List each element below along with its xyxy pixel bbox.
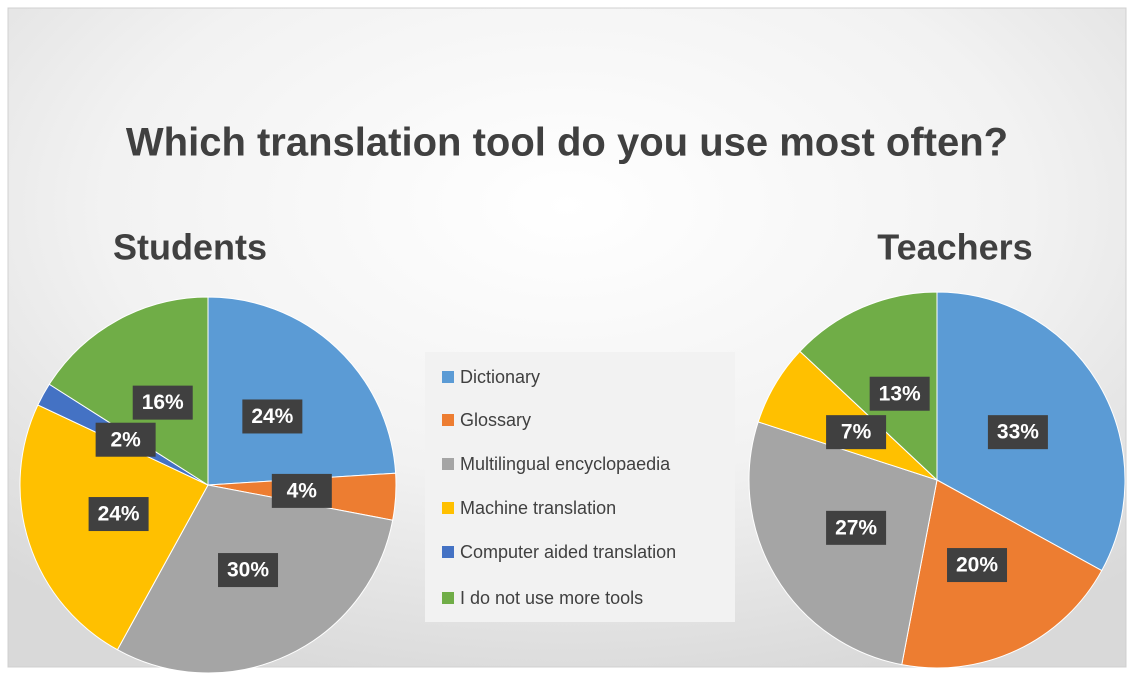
data-label: 2% — [110, 428, 141, 451]
data-label: 27% — [835, 516, 877, 539]
legend-box — [425, 352, 735, 622]
data-label-box — [132, 385, 193, 420]
data-label: 20% — [956, 554, 998, 577]
legend-swatch — [442, 371, 454, 383]
data-label-box — [242, 399, 303, 434]
data-label-box — [218, 553, 279, 588]
legend-swatch — [442, 502, 454, 514]
legend-label: Glossary — [460, 410, 531, 430]
legend-swatch — [442, 414, 454, 426]
data-label: 13% — [879, 382, 921, 405]
data-label-box — [88, 497, 149, 532]
pie-slice — [207, 296, 397, 486]
legend-swatch — [442, 546, 454, 558]
data-label-box — [826, 510, 887, 545]
data-label: 33% — [997, 421, 1039, 444]
legend-label: I do not use more tools — [460, 588, 643, 608]
data-label-box — [987, 415, 1048, 450]
chart-title: Which translation tool do you use most o… — [126, 121, 1008, 165]
data-label-box — [869, 376, 930, 411]
pie-title: Teachers — [877, 227, 1032, 268]
legend-label: Multilingual encyclopaedia — [460, 454, 671, 474]
legend-swatch — [442, 458, 454, 470]
data-label-box — [95, 422, 156, 457]
data-label: 7% — [841, 421, 872, 444]
legend-label: Machine translation — [460, 498, 616, 518]
legend-label: Computer aided translation — [460, 542, 676, 562]
data-label: 24% — [251, 405, 293, 428]
data-label: 4% — [287, 479, 318, 502]
legend-swatch — [442, 592, 454, 604]
data-label: 24% — [98, 503, 140, 526]
data-label: 16% — [142, 391, 184, 414]
legend-label: Dictionary — [460, 367, 540, 387]
data-label-box — [826, 415, 887, 450]
pie-slice — [48, 296, 209, 486]
data-label-box — [271, 473, 332, 508]
data-label-box — [947, 548, 1008, 583]
pie-title: Students — [113, 227, 267, 268]
pie-slice — [799, 291, 938, 482]
data-label: 30% — [227, 559, 269, 582]
